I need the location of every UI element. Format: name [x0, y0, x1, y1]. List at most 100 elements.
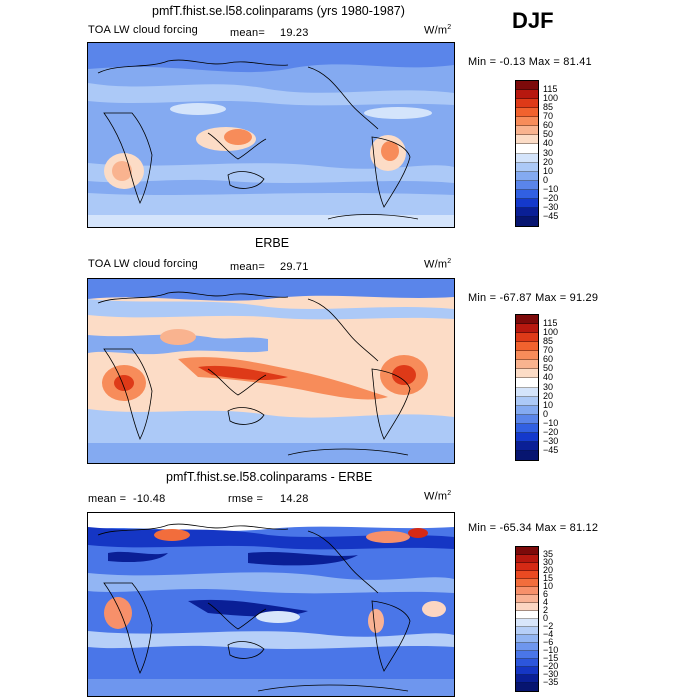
colorbar-swatch [516, 643, 538, 651]
colorbar-swatch [516, 135, 538, 145]
colorbar-level-label: 10 [543, 165, 554, 176]
colorbar-swatch [516, 198, 538, 208]
colorbar-level-label: 2 [543, 605, 549, 615]
panel-2-field-plot [88, 279, 454, 463]
panel-3-mean-label: mean = [88, 493, 127, 505]
colorbar-swatch [516, 351, 538, 361]
colorbar-swatch [516, 587, 538, 595]
colorbar-level-label: 70 [543, 345, 554, 356]
colorbar-swatch [516, 619, 538, 627]
panel-2-title: ERBE [255, 236, 290, 250]
colorbar-swatch [516, 90, 538, 100]
colorbar-swatch [516, 180, 538, 190]
colorbar-swatch [516, 360, 538, 370]
panel-1-map [87, 42, 455, 228]
colorbar-swatch [516, 635, 538, 643]
colorbar-level-label: 85 [543, 102, 554, 113]
panel-2-mean-value: 29.71 [280, 261, 309, 273]
colorbar-swatch [516, 207, 538, 217]
colorbar-level-label: −30 [543, 201, 559, 212]
colorbar-level-label: 100 [543, 327, 559, 338]
colorbar-level-label: 115 [543, 84, 558, 95]
colorbar-swatch [516, 189, 538, 199]
colorbar-level-label: −45 [543, 444, 559, 455]
colorbar-level-label: −30 [543, 435, 559, 446]
panel-3-rmse-label: rmse = [228, 493, 264, 505]
panel-2-units: W/m2 [424, 258, 452, 271]
colorbar-level-label: −20 [543, 661, 559, 671]
colorbar-swatch [516, 126, 538, 136]
colorbar-level-label: 30 [543, 147, 554, 158]
colorbar-level-label: 50 [543, 129, 554, 140]
colorbar-level-label: 20 [543, 390, 554, 401]
colorbar-swatch [516, 108, 538, 118]
panel-2-minmax: Min = -67.87 Max = 91.29 [468, 292, 599, 304]
colorbar-swatch [516, 675, 538, 683]
panel-2-mean-label: mean= [230, 261, 265, 273]
colorbar-level-label: 4 [543, 597, 549, 607]
colorbar-swatch [516, 405, 538, 415]
colorbar-level-label: 15 [543, 573, 554, 583]
colorbar-level-label: 70 [543, 111, 554, 122]
panel-3-field-plot [88, 513, 454, 696]
panel-1-mean-label: mean= [230, 27, 265, 39]
colorbar-swatch [516, 324, 538, 334]
panel-3-map [87, 512, 455, 697]
panel-3-mean-value: -10.48 [133, 493, 166, 505]
colorbar-level-label: 60 [543, 120, 554, 131]
colorbar-level-label: −20 [543, 426, 559, 437]
colorbar-level-label: 50 [543, 363, 554, 374]
colorbar-swatch [516, 414, 538, 424]
colorbar-swatch [516, 627, 538, 635]
panel-2-variable: TOA LW cloud forcing [88, 258, 198, 270]
colorbar-swatch [516, 595, 538, 603]
colorbar-swatch [516, 667, 538, 675]
colorbar-level-label: −6 [543, 637, 554, 647]
colorbar-swatch [516, 315, 538, 325]
panel-2-colorbar-swatches [515, 314, 539, 461]
colorbar-level-label: 10 [543, 399, 554, 410]
colorbar-swatch [516, 81, 538, 91]
panel-1-variable: TOA LW cloud forcing [88, 24, 198, 36]
colorbar-level-label: −10 [543, 417, 559, 428]
colorbar-level-label: 30 [543, 381, 554, 392]
colorbar-swatch [516, 423, 538, 433]
panel-3-rmse-value: 14.28 [280, 493, 309, 505]
colorbar-level-label: −10 [543, 183, 559, 194]
colorbar-swatch [516, 216, 538, 226]
panel-3-title: pmfT.fhist.se.l58.colinparams - ERBE [166, 470, 373, 484]
colorbar-level-label: −35 [543, 677, 559, 687]
panel-1-title: pmfT.fhist.se.l58.colinparams (yrs 1980-… [152, 4, 405, 18]
panel-1-units: W/m2 [424, 24, 452, 37]
panel-2-map [87, 278, 455, 464]
colorbar-level-label: 30 [543, 557, 554, 567]
colorbar-level-label: 115 [543, 318, 558, 329]
colorbar-level-label: 20 [543, 156, 554, 167]
season-label: DJF [512, 8, 554, 33]
colorbar-swatch [516, 396, 538, 406]
colorbar-level-label: −15 [543, 653, 559, 663]
colorbar-swatch [516, 547, 538, 555]
colorbar-swatch [516, 387, 538, 397]
colorbar-swatch [516, 342, 538, 352]
colorbar-swatch [516, 450, 538, 460]
colorbar-swatch [516, 659, 538, 667]
colorbar-level-label: 6 [543, 589, 549, 599]
colorbar-swatch [516, 162, 538, 172]
colorbar-swatch [516, 171, 538, 181]
colorbar-swatch [516, 651, 538, 659]
panel-3-colorbar-swatches [515, 546, 539, 692]
colorbar-level-label: 0 [543, 613, 549, 623]
panel-1-mean-value: 19.23 [280, 27, 309, 39]
colorbar-swatch [516, 117, 538, 127]
colorbar-level-label: 20 [543, 565, 554, 575]
colorbar-level-label: −30 [543, 669, 559, 679]
colorbar-swatch [516, 441, 538, 451]
colorbar-level-label: −45 [543, 210, 559, 221]
colorbar-level-label: 0 [543, 408, 549, 419]
colorbar-level-label: 85 [543, 336, 554, 347]
colorbar-level-label: 35 [543, 549, 554, 559]
colorbar-level-label: −2 [543, 621, 554, 631]
colorbar-swatch [516, 611, 538, 619]
panel-3-units: W/m2 [424, 490, 452, 503]
